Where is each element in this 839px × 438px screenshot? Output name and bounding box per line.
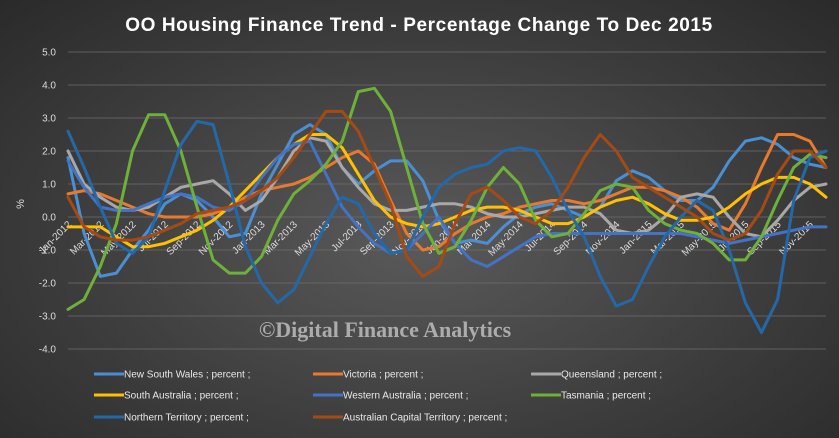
- legend-label: Australian Capital Territory ; percent ;: [343, 413, 507, 424]
- legend-label: Tasmania ; percent ;: [561, 391, 651, 402]
- y-axis-ticks: -4.0 -3.0 -2.0 -1.0 0.0 1.0 2.0 3.0 4.0 5.0: [39, 48, 57, 356]
- series-line-northern-territory: [66, 119, 828, 334]
- legend-label: Western Australia ; percent ;: [343, 391, 468, 402]
- y-tick-label: 5.0: [42, 48, 56, 59]
- legend-label: Victoria ; percent ;: [343, 370, 423, 381]
- legend: New South Wales ; percent ; Victoria ; pe…: [94, 370, 662, 424]
- y-tick-label: 3.0: [42, 114, 56, 125]
- gridlines: [68, 51, 826, 350]
- y-tick-label: 2.0: [42, 147, 56, 158]
- series-line-australian-capital-territory: [66, 109, 828, 278]
- legend-label: Queensland ; percent ;: [561, 370, 662, 381]
- series-line-queensland: [66, 136, 828, 239]
- y-tick-label: 0.0: [42, 213, 56, 224]
- y-tick-label: -1.0: [39, 246, 57, 257]
- series-lines: [66, 86, 828, 334]
- y-tick-label: 1.0: [42, 180, 56, 191]
- y-tick-label: -4.0: [39, 345, 57, 356]
- legend-label: South Australia ; percent ;: [124, 391, 239, 402]
- y-tick-label: 4.0: [42, 81, 56, 92]
- series-line-new-south-wales: [66, 123, 828, 278]
- series-line-tasmania: [66, 86, 828, 311]
- legend-label: Northern Territory ; percent ;: [124, 413, 249, 424]
- legend-label: New South Wales ; percent ;: [124, 370, 250, 381]
- y-axis-label: %: [15, 199, 27, 209]
- y-tick-label: -3.0: [39, 312, 57, 323]
- x-tick-label: Nov-2015: [778, 219, 817, 258]
- chart-title: OO Housing Finance Trend - Percentage Ch…: [125, 15, 713, 36]
- y-tick-label: -2.0: [39, 279, 57, 290]
- watermark-text: ©Digital Finance Analytics: [259, 317, 512, 342]
